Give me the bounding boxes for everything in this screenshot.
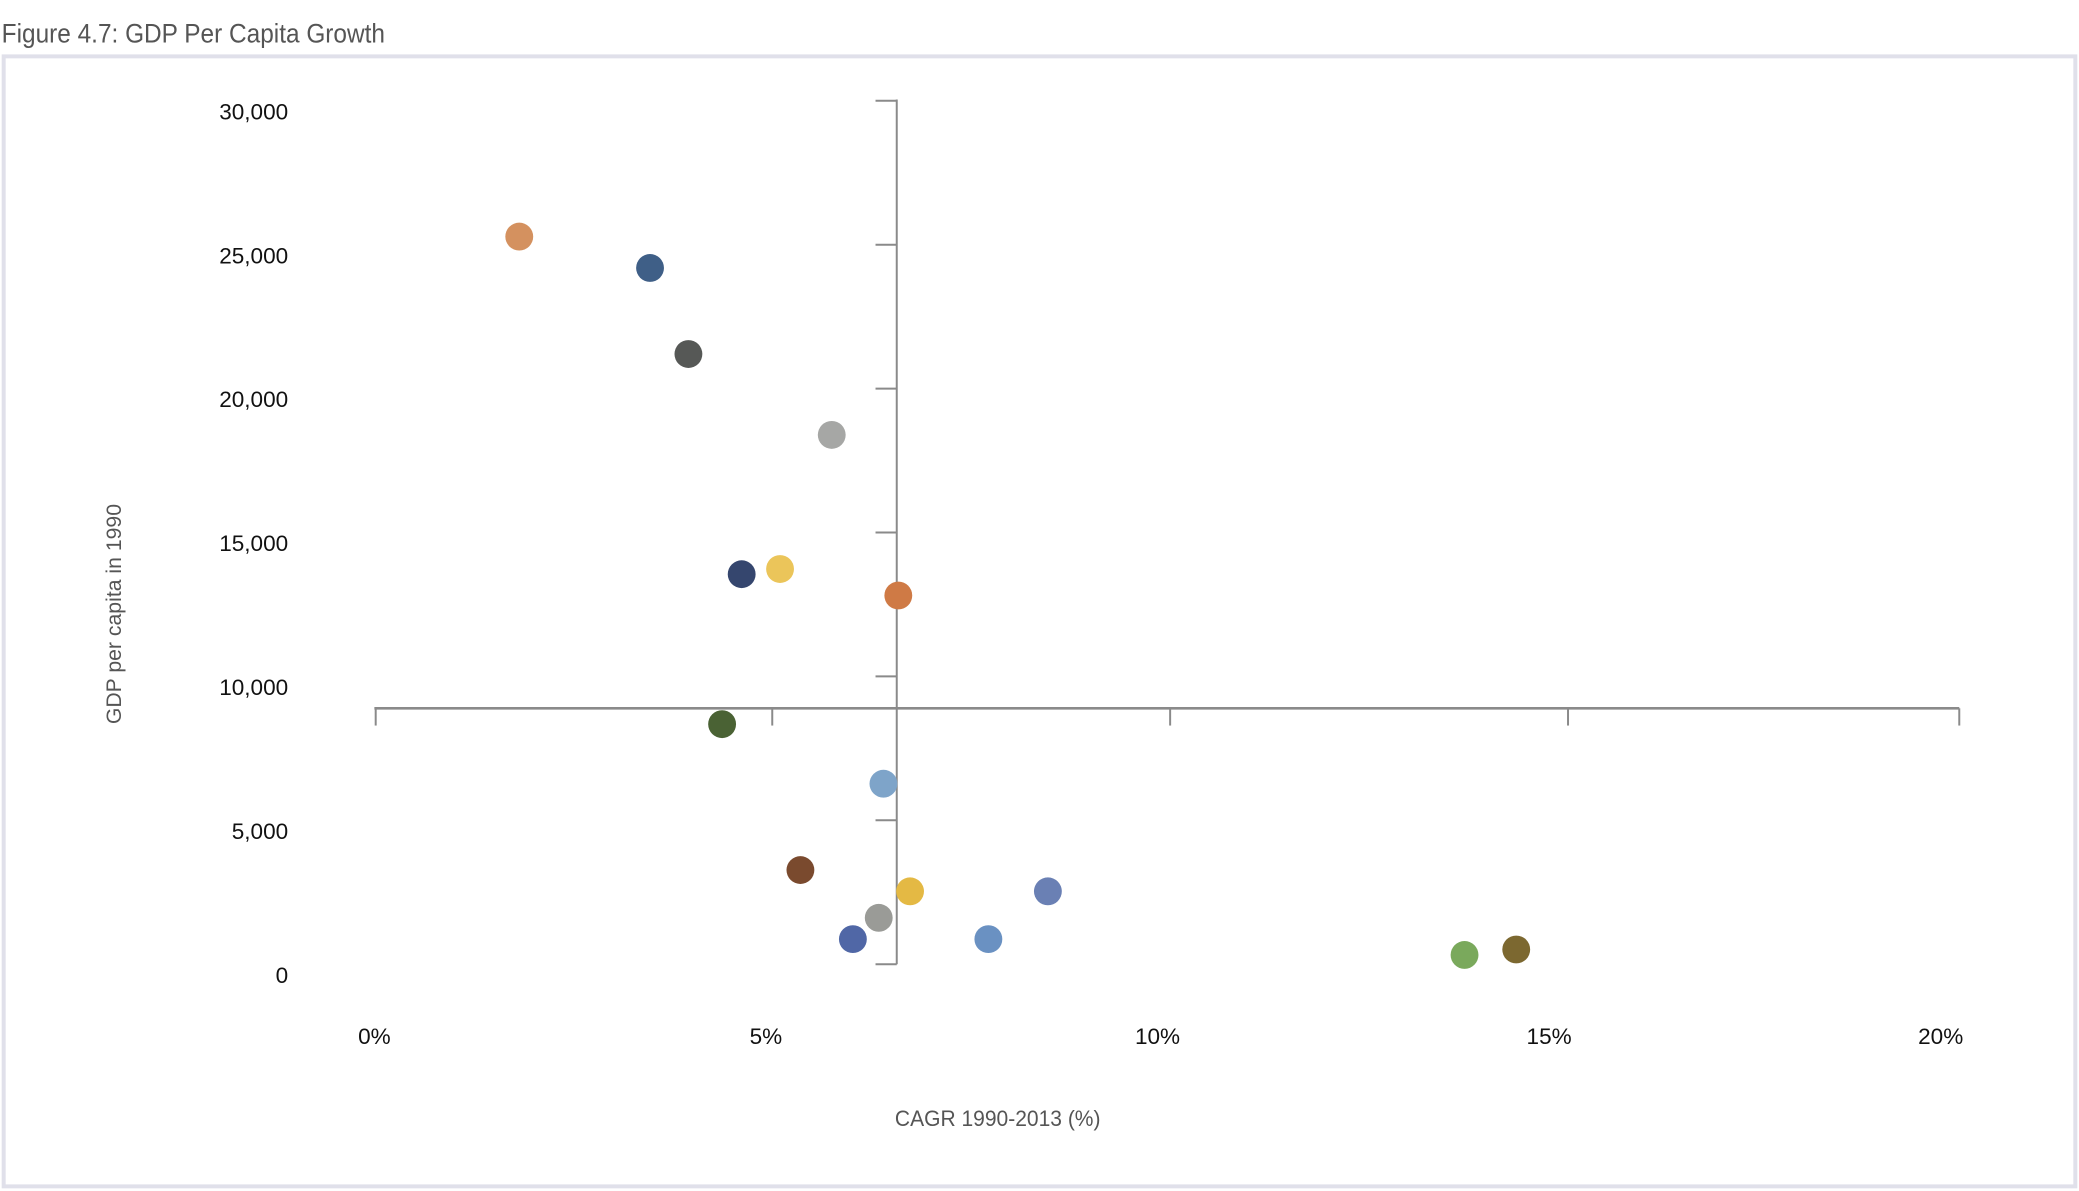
data-point — [896, 877, 924, 906]
data-point — [1502, 935, 1531, 964]
data-point — [1450, 941, 1479, 969]
data-point — [1033, 877, 1062, 906]
y-tick-label: 25,000 — [219, 243, 288, 268]
x-tick-label: 15% — [1527, 1024, 1572, 1049]
y-axis-label: GDP per capita in 1990 — [103, 504, 126, 724]
y-tick-label: 5,000 — [232, 819, 288, 844]
data-point — [727, 560, 756, 589]
y-tick-label: 15,000 — [219, 531, 288, 556]
data-point — [708, 710, 737, 739]
x-axis-label: CAGR 1990-2013 (%) — [895, 1106, 1101, 1131]
y-tick-label: 20,000 — [219, 387, 288, 412]
data-points — [505, 222, 1531, 969]
chart-title: Figure 4.7: GDP Per Capita Growth — [2, 18, 385, 48]
axes — [374, 99, 1961, 966]
y-tick-label: 10,000 — [219, 675, 288, 700]
data-point — [869, 769, 898, 798]
data-point — [838, 925, 867, 954]
data-point — [884, 581, 913, 610]
y-tick-label: 30,000 — [219, 99, 288, 124]
data-point — [505, 222, 534, 251]
data-point — [974, 925, 1003, 954]
x-tick-label: 0% — [358, 1024, 391, 1049]
x-tick-label: 10% — [1135, 1024, 1180, 1049]
data-point — [674, 340, 703, 368]
data-point — [864, 903, 893, 932]
data-point — [766, 555, 794, 583]
data-point — [817, 420, 846, 449]
chart-frame — [1, 54, 2078, 1189]
data-point — [636, 254, 664, 282]
x-tick-label: 5% — [750, 1024, 783, 1049]
x-tick-label: 20% — [1918, 1024, 1963, 1049]
tick-labels: 0 5,000 10,000 15,000 20,000 25,000 30,000 0% 5%… — [219, 99, 1963, 1048]
y-tick-label: 0 — [276, 963, 289, 988]
data-point — [786, 856, 815, 884]
